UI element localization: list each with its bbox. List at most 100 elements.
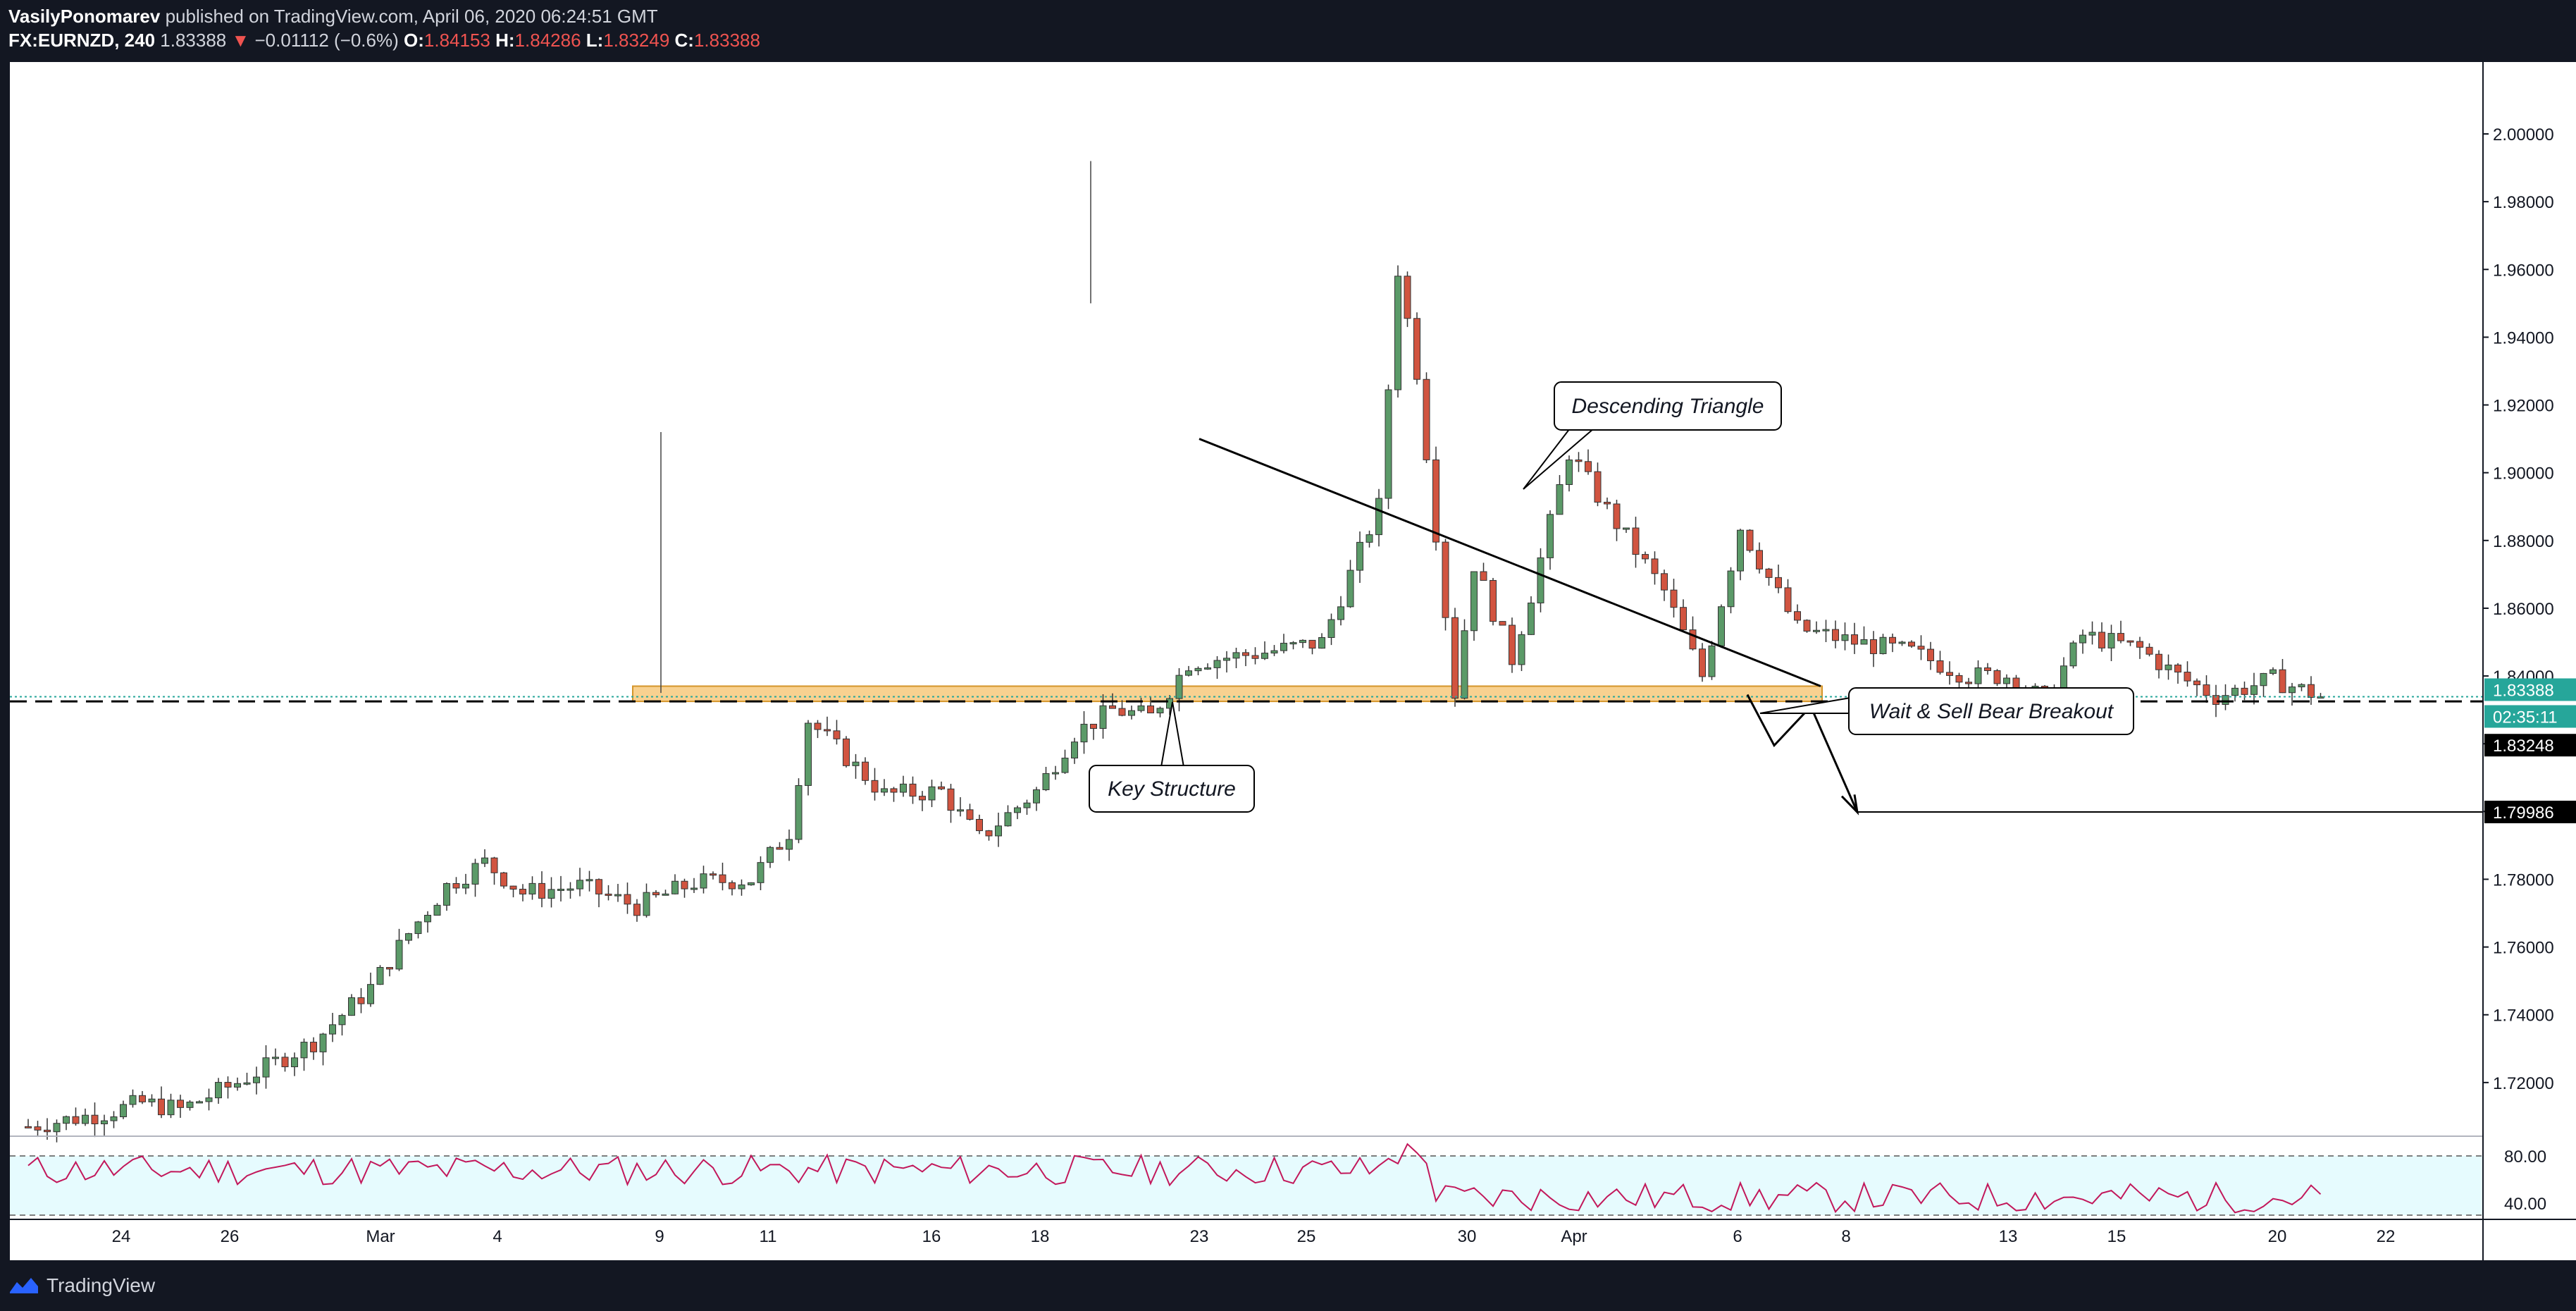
candle-up [852, 761, 860, 766]
close-label: C: [674, 30, 694, 51]
candle-up [329, 1024, 336, 1035]
candle-up [1042, 773, 1050, 790]
candle-up [291, 1057, 298, 1068]
candle-up [376, 967, 384, 985]
candle-up [1356, 541, 1363, 571]
candle-down [824, 729, 831, 732]
candle-down [1851, 634, 1858, 645]
candle-up [462, 883, 469, 889]
candle-down [1642, 554, 1649, 560]
open-value: 1.84153 [423, 30, 490, 51]
candle-up [957, 809, 964, 812]
candle-down [652, 892, 660, 896]
candle-up [2079, 634, 2086, 644]
candle-up [566, 888, 574, 891]
candle-down [1955, 675, 1963, 683]
descending-triangle-callout[interactable]: Descending Triangle [1523, 381, 1782, 490]
candle-up [1270, 650, 1278, 654]
key-structure-callout[interactable]: Key Structure [1089, 701, 1255, 813]
candle-up [348, 997, 355, 1016]
plot-area[interactable] [10, 62, 2483, 1260]
candle-down [919, 796, 926, 801]
candle-down [490, 857, 498, 873]
candle-up [662, 893, 669, 896]
candle-up [1033, 789, 1040, 804]
candle-up [1394, 276, 1401, 390]
candle-up [433, 904, 441, 916]
candle-down [519, 889, 526, 894]
candle-down [452, 883, 460, 889]
candle-up [2231, 687, 2238, 696]
candle-down [1632, 527, 1640, 555]
candle-down [1984, 667, 1991, 671]
candle-up [272, 1057, 279, 1059]
candle-down [1784, 587, 1792, 613]
candle-up [300, 1042, 308, 1059]
x-tick-label: 4 [493, 1227, 502, 1246]
candle-up [205, 1097, 213, 1102]
candle-down [310, 1042, 317, 1052]
wait-sell-callout-box [1848, 687, 2134, 735]
candle-down [158, 1098, 165, 1116]
candle-down [1308, 639, 1316, 649]
wait-sell-callout-label: Wait & Sell Bear Breakout [1869, 700, 2114, 723]
rsi-pane [10, 1135, 2483, 1216]
candle-up [1175, 675, 1183, 699]
candle-down [500, 872, 507, 887]
candle-up [2088, 632, 2096, 636]
candle-up [1232, 652, 1240, 659]
candle-up [1223, 658, 1230, 661]
x-tick-label: 20 [2268, 1227, 2287, 1246]
candle-down [34, 1126, 42, 1131]
candle-down [1251, 655, 1259, 659]
tradingview-logo-icon [10, 1278, 38, 1293]
candle-up [1708, 645, 1716, 677]
x-tick-label: 13 [1999, 1227, 2018, 1246]
symbol-label[interactable]: FX:EURNZD, 240 [8, 30, 156, 51]
candle-down [1756, 550, 1763, 570]
candle-down [1775, 577, 1782, 589]
candle-down [2174, 664, 2181, 673]
candle-up [53, 1123, 61, 1133]
candle-up [1547, 514, 1554, 558]
author-name[interactable]: VasilyPonomarev [8, 6, 161, 27]
x-tick-label: 26 [221, 1227, 240, 1246]
key-structure-callout-tail [1160, 701, 1184, 768]
candle-up [614, 894, 621, 897]
candle-down [44, 1129, 51, 1133]
candle-up [63, 1116, 70, 1124]
low-line-badge-bg [2484, 734, 2576, 757]
candle-up [2250, 685, 2258, 695]
candle-down [2098, 632, 2105, 648]
candle-up [1099, 705, 1107, 730]
candle-up [995, 825, 1002, 837]
candle-down [1585, 461, 1592, 472]
candle-up [186, 1102, 194, 1108]
candle-up [1375, 498, 1382, 536]
wait-sell-callout-tail [1759, 697, 1851, 714]
x-tick-label: 8 [1841, 1227, 1850, 1246]
candle-down [1670, 589, 1678, 608]
close-value: 1.83388 [693, 30, 760, 51]
tradingview-logo[interactable]: TradingView [8, 1274, 155, 1297]
candle-down [177, 1100, 184, 1108]
candle-up [215, 1082, 222, 1099]
footer: TradingView [0, 1260, 2576, 1311]
candle-down [1404, 276, 1411, 319]
x-tick-label: 18 [1031, 1227, 1050, 1246]
descending-triangle-callout-label: Descending Triangle [1572, 395, 1764, 418]
candle-up [1737, 529, 1744, 572]
candle-up [253, 1076, 260, 1083]
candle-up [471, 863, 479, 885]
candle-down [1699, 648, 1706, 677]
brand-name: TradingView [47, 1274, 156, 1296]
candle-down [966, 809, 974, 820]
candle-down [1499, 621, 1506, 626]
y-tick-label: 1.98000 [2493, 193, 2554, 212]
descending-triangle-callout-box [1554, 381, 1782, 431]
price-chart[interactable]: Descending Triangle Key Structure Wait & S… [0, 59, 2576, 1260]
wait-sell-callout[interactable]: Wait & Sell Bear Breakout [1759, 687, 2134, 735]
last-price: 1.83388 [160, 30, 227, 51]
candle-down [1413, 318, 1420, 380]
candle-up [1204, 667, 1211, 670]
